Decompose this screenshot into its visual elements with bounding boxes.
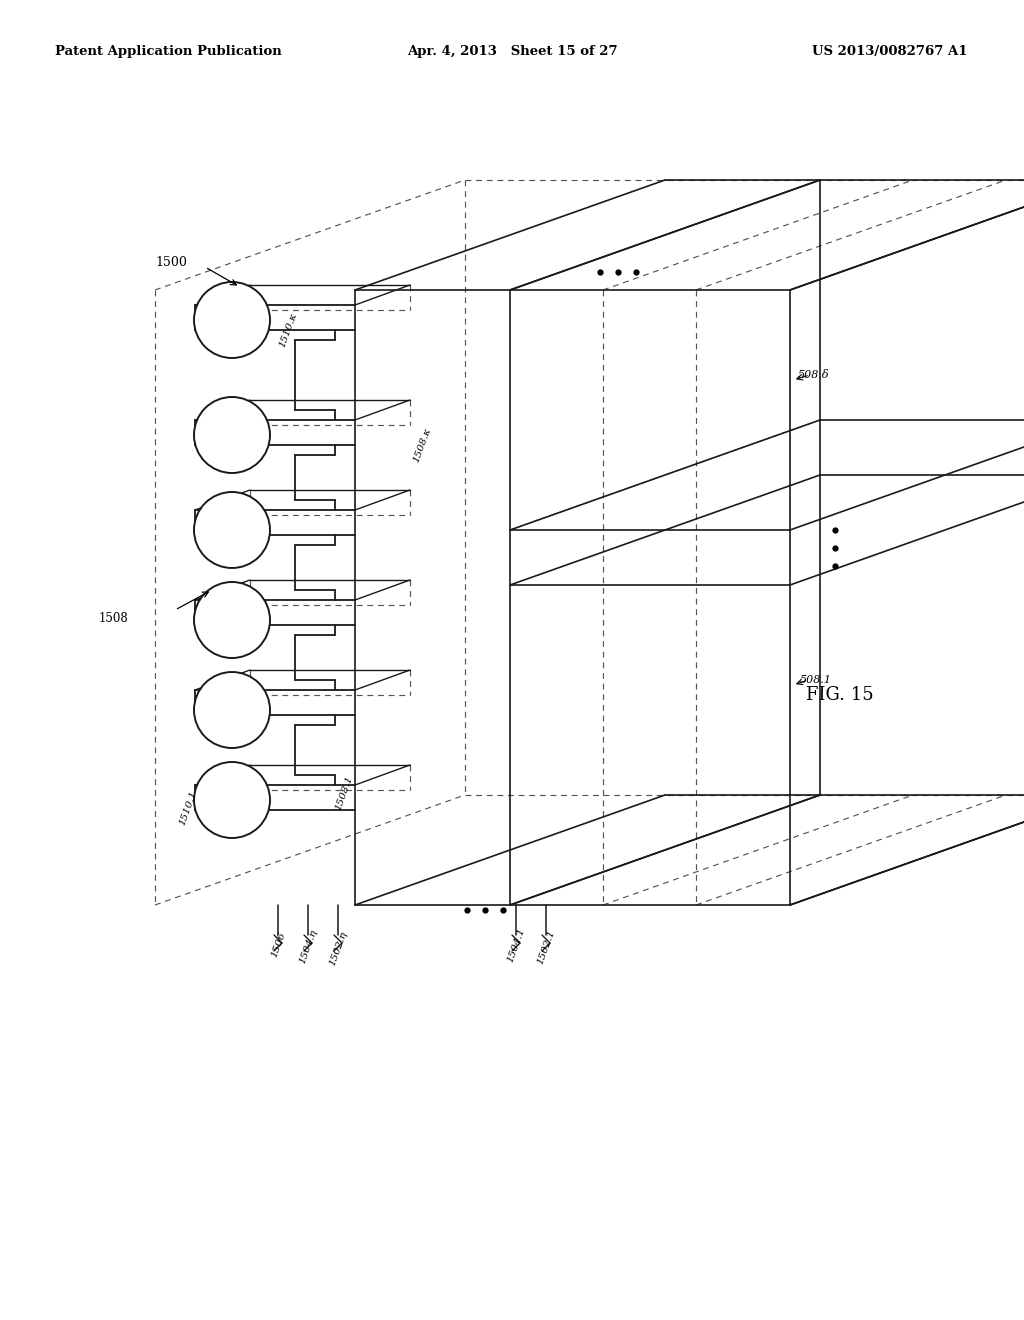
- Text: 508.1: 508.1: [800, 675, 831, 685]
- Circle shape: [194, 762, 270, 838]
- Text: 1506: 1506: [269, 931, 287, 960]
- Text: 1510.κ: 1510.κ: [278, 312, 299, 348]
- Text: US 2013/0082767 A1: US 2013/0082767 A1: [812, 45, 968, 58]
- Text: 1500: 1500: [155, 256, 186, 268]
- Circle shape: [194, 672, 270, 748]
- Text: 1508: 1508: [98, 611, 128, 624]
- Circle shape: [194, 282, 270, 358]
- Text: 1504.η: 1504.η: [298, 928, 318, 965]
- Circle shape: [194, 397, 270, 473]
- Text: 1502.η: 1502.η: [328, 931, 348, 968]
- Text: FIG. 15: FIG. 15: [806, 686, 873, 704]
- Text: Patent Application Publication: Patent Application Publication: [55, 45, 282, 58]
- Text: 1510.1: 1510.1: [178, 789, 199, 826]
- Circle shape: [194, 492, 270, 568]
- Text: 1502.1: 1502.1: [536, 928, 556, 966]
- Circle shape: [194, 582, 270, 657]
- Text: 1508.1: 1508.1: [334, 775, 355, 812]
- Text: 1504.1: 1504.1: [506, 927, 526, 964]
- Text: 1508.κ: 1508.κ: [412, 426, 433, 463]
- Text: Apr. 4, 2013   Sheet 15 of 27: Apr. 4, 2013 Sheet 15 of 27: [407, 45, 617, 58]
- Text: 508.δ: 508.δ: [798, 370, 829, 380]
